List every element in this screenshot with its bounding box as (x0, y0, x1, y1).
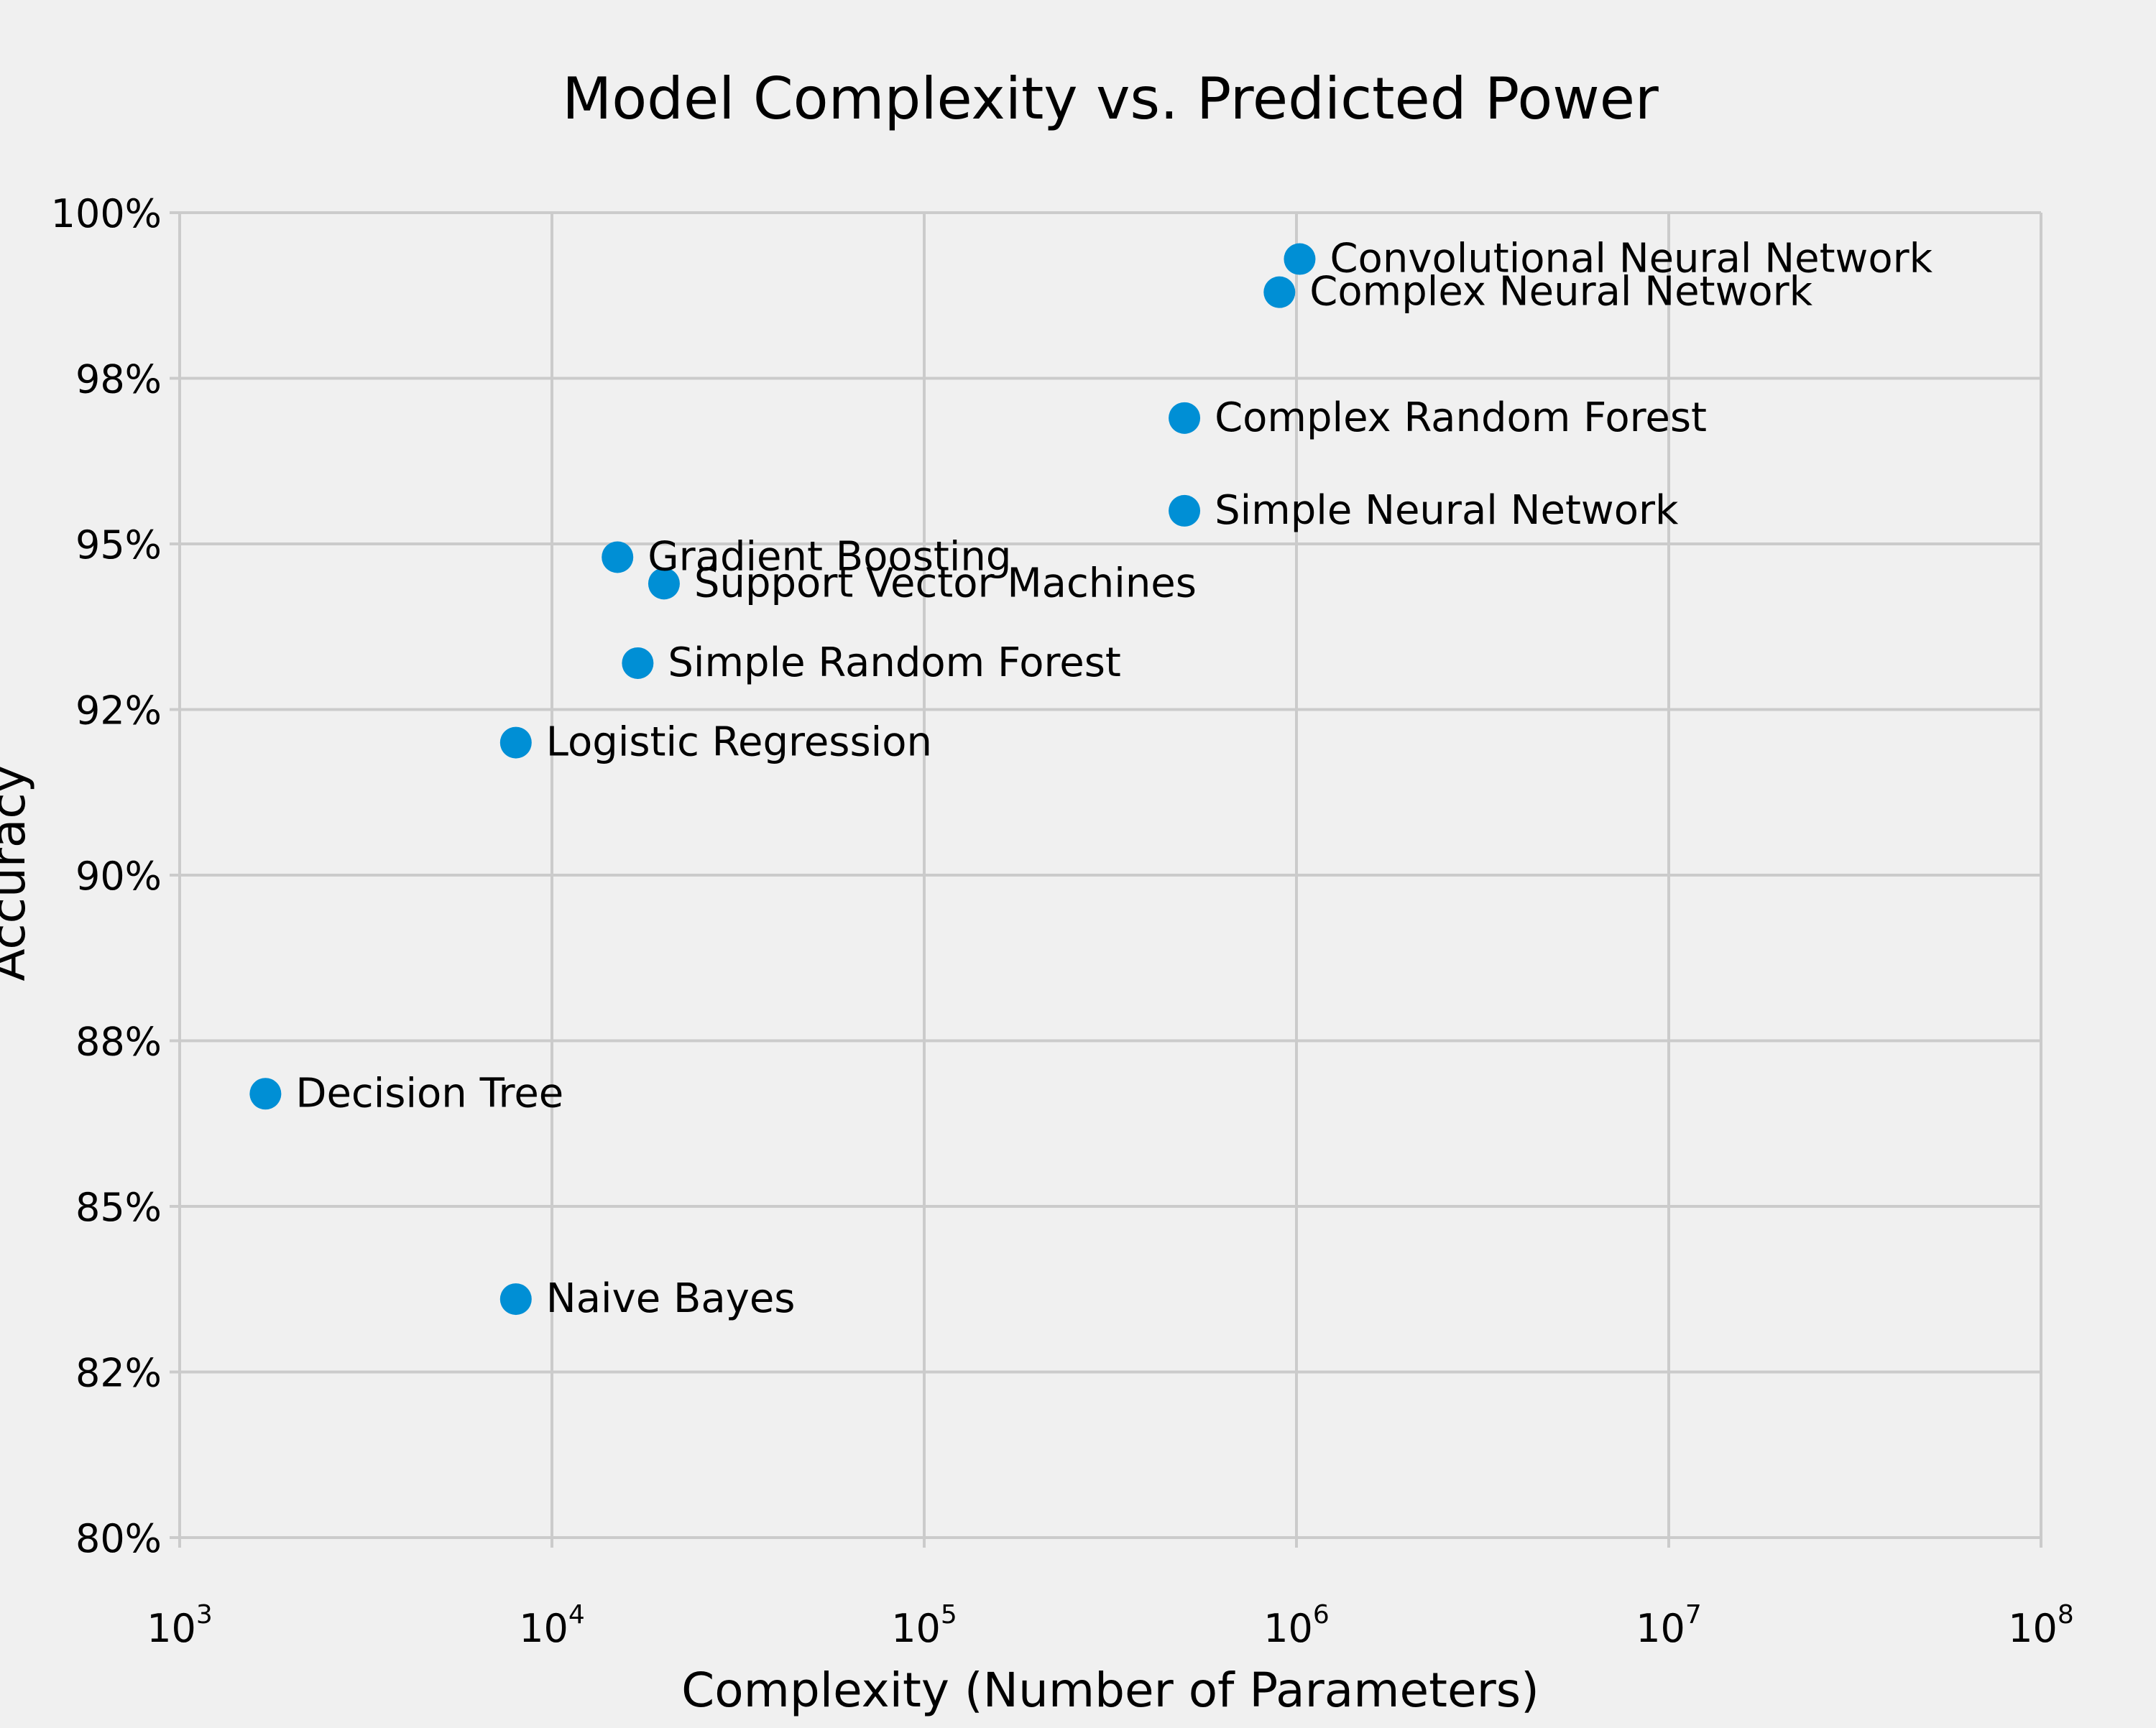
scatter-point (499, 726, 532, 759)
scatter-point (1169, 402, 1201, 434)
axis-ticks: 103 104 105 106 107 108 80% 82% 85% 88% 90% 92% 95% 9… (51, 191, 2074, 1651)
scatter-point (1169, 494, 1201, 527)
grid (170, 211, 2042, 1548)
x-tick-label: 105 (891, 1600, 957, 1651)
y-tick-label: 92% (75, 688, 162, 734)
data-points (249, 243, 1316, 1316)
y-tick-label: 98% (75, 357, 162, 402)
y-tick-label: 80% (75, 1516, 162, 1561)
y-axis-label: Accuracy (0, 764, 36, 981)
y-tick-label: 85% (75, 1185, 162, 1230)
x-tick-label: 106 (1263, 1600, 1330, 1651)
x-tick-label: 108 (2008, 1600, 2074, 1651)
scatter-point (648, 568, 680, 600)
x-tick-label: 104 (519, 1600, 585, 1651)
scatter-point (499, 1283, 532, 1316)
point-label: Support Vector Machines (694, 560, 1197, 606)
y-tick-label: 95% (75, 522, 162, 568)
x-axis-label: Complexity (Number of Parameters) (681, 1663, 1539, 1718)
point-label: Complex Neural Network (1309, 269, 1812, 315)
point-label: Simple Neural Network (1215, 487, 1679, 534)
point-label: Simple Random Forest (668, 639, 1121, 686)
scatter-point (602, 541, 634, 573)
point-label: Convolutional Neural Network (1330, 236, 1932, 282)
y-tick-label: 82% (75, 1351, 162, 1396)
point-label: Gradient Boosting (648, 533, 1011, 580)
scatter-point (622, 647, 654, 679)
point-label: Logistic Regression (546, 719, 932, 766)
x-tick-label: 103 (147, 1600, 213, 1651)
scatter-point (249, 1078, 282, 1110)
x-tick-label: 107 (1636, 1600, 1702, 1651)
y-tick-label: 88% (75, 1020, 162, 1065)
point-labels: Decision Tree Naive Bayes Logistic Regress… (295, 236, 1932, 1323)
chart-title: Model Complexity vs. Predicted Power (562, 65, 1659, 132)
scatter-point (1284, 243, 1316, 275)
y-tick-label: 100% (51, 191, 162, 236)
point-label: Naive Bayes (546, 1275, 796, 1322)
point-label: Decision Tree (295, 1070, 563, 1117)
point-label: Complex Random Forest (1215, 394, 1707, 441)
scatter-point (1263, 276, 1296, 308)
y-tick-label: 90% (75, 854, 162, 899)
